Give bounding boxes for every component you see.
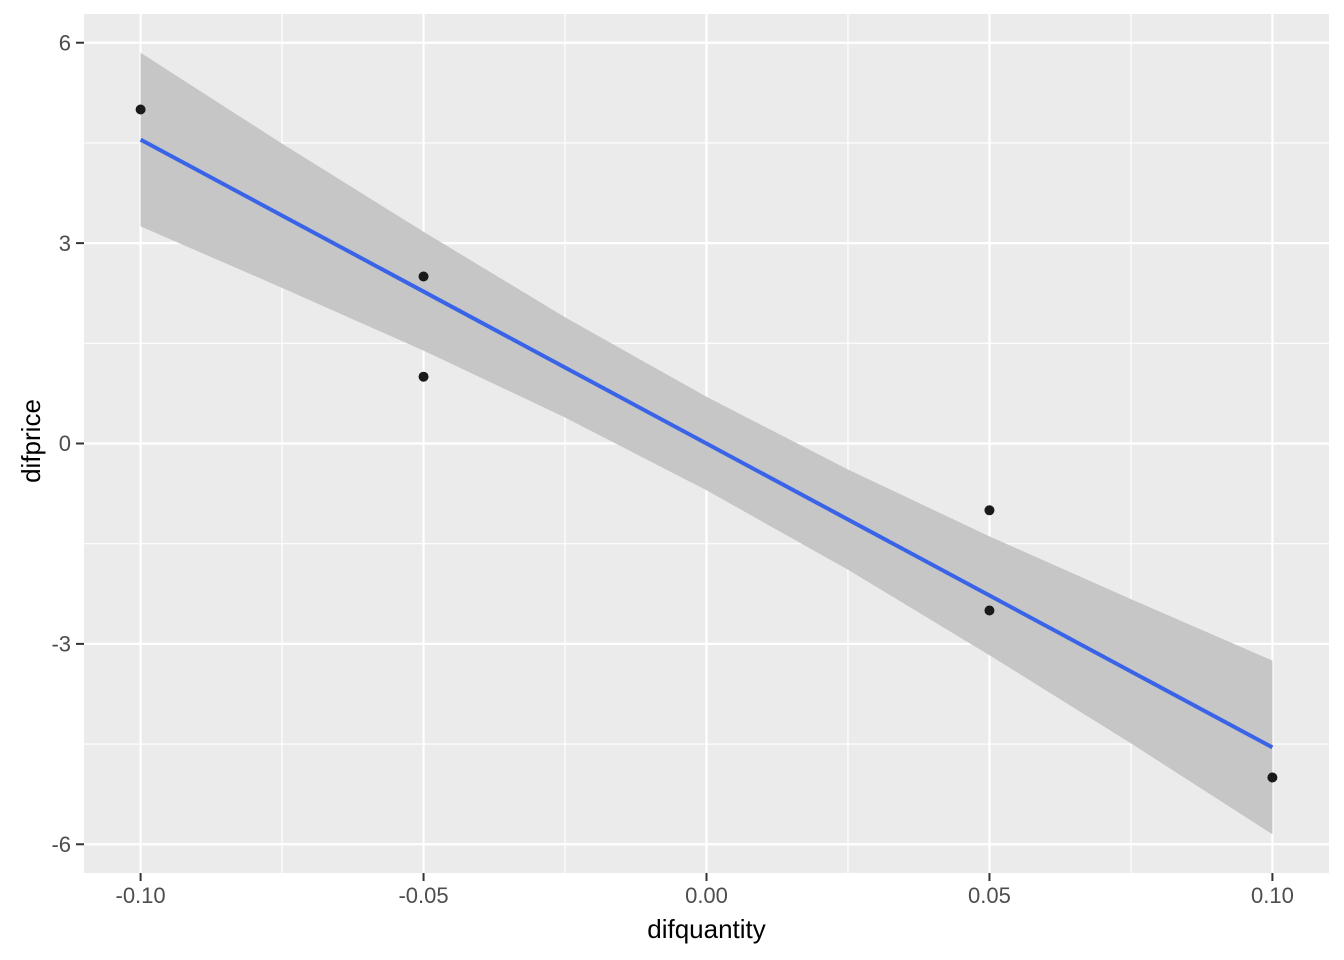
data-point	[1267, 772, 1278, 783]
x-tick-label: -0.10	[116, 883, 166, 908]
data-point	[984, 605, 995, 616]
data-point	[418, 271, 429, 282]
x-tick-label: 0.10	[1251, 883, 1294, 908]
data-point	[418, 371, 429, 382]
x-tick-label: 0.00	[685, 883, 728, 908]
x-tick-label: -0.05	[398, 883, 448, 908]
y-tick-label: 0	[59, 431, 71, 456]
data-point	[984, 505, 995, 516]
y-tick-label: 6	[59, 30, 71, 55]
y-tick-label: 3	[59, 231, 71, 256]
y-tick-label: -6	[51, 832, 71, 857]
x-axis-title: difquantity	[647, 914, 766, 944]
y-tick-label: -3	[51, 632, 71, 657]
x-tick-label: 0.05	[968, 883, 1011, 908]
data-point	[135, 104, 146, 115]
y-axis-title: difprice	[16, 399, 46, 483]
regression-line	[139, 137, 1274, 750]
